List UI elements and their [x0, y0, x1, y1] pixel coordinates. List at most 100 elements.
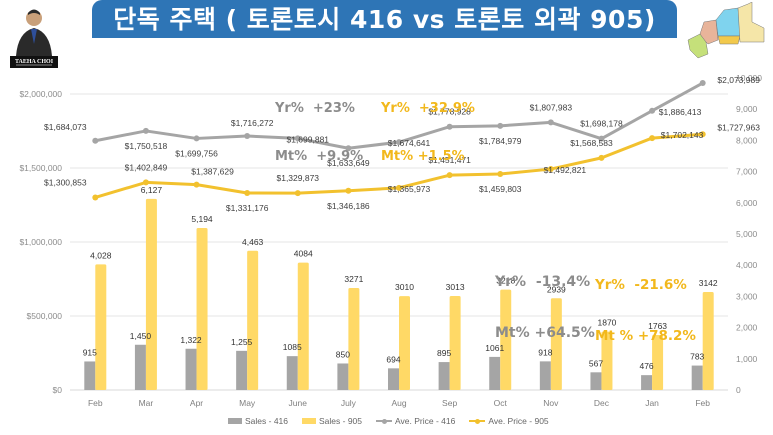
data-label-price-905: $1,451,471 [428, 155, 471, 165]
logo-text: TAEHA CHOI [15, 59, 54, 65]
annotation-416-price: Yr% +23% Mt% +9.9% [275, 69, 363, 181]
data-label-sales-905: 4,463 [242, 237, 264, 247]
bar-sales-905 [297, 262, 309, 390]
marker-price-416 [497, 122, 504, 129]
data-label-sales-905: 2939 [547, 284, 566, 294]
data-label-price-416: $1,698,178 [580, 119, 623, 129]
bar-sales-416 [641, 375, 653, 390]
bar-sales-905 [449, 295, 461, 390]
marker-price-416 [446, 123, 453, 130]
data-label-price-905: $1,459,803 [479, 184, 522, 194]
legend-label: Sales - 905 [319, 416, 362, 426]
bar-sales-416 [388, 368, 399, 390]
right-axis-tick-label: 0 [736, 385, 741, 395]
legend-item-sales-416: Sales - 416 [228, 416, 288, 426]
data-label-sales-905: 4,028 [90, 250, 112, 260]
data-label-sales-905: 3218 [496, 276, 515, 286]
bar-sales-905 [601, 331, 613, 390]
left-axis-tick-label: $1,000,000 [19, 237, 62, 247]
data-label-sales-416: 1,255 [231, 337, 253, 347]
left-axis-tick-label: $500,000 [27, 311, 63, 321]
data-label-sales-416: 567 [589, 358, 603, 368]
data-label-sales-416: 1,322 [180, 335, 202, 345]
bar-sales-905 [145, 198, 157, 390]
x-axis-category-label: Oct [494, 398, 508, 408]
bar-sales-905 [247, 250, 259, 390]
bar-sales-416 [691, 365, 703, 390]
bar-sales-905 [95, 264, 107, 390]
data-label-price-905: $1,702,143 [661, 130, 704, 140]
right-axis-tick-label: 10,000 [736, 73, 762, 83]
data-label-sales-905: 6,127 [141, 185, 163, 195]
marker-price-416 [294, 135, 301, 142]
marker-price-905 [294, 190, 301, 197]
data-label-price-416: $1,674,641 [388, 138, 431, 148]
x-axis-category-label: June [289, 398, 308, 408]
data-label-price-416: $1,633,649 [327, 158, 370, 168]
annotation-416-yr: Yr% +23% [275, 101, 355, 116]
marker-price-416 [547, 119, 554, 126]
x-axis-category-label: Dec [594, 398, 610, 408]
legend-item-sales-905: Sales - 905 [302, 416, 362, 426]
data-label-price-416: $1,784,979 [479, 136, 522, 146]
data-label-price-905: $1,365,973 [388, 184, 431, 194]
bar-sales-416 [590, 372, 602, 390]
data-label-sales-416: 1061 [485, 343, 504, 353]
page-title: 단독 주택 ( 토론토시 416 vs 토론토 외곽 905) [113, 5, 656, 34]
data-label-sales-905: 1763 [648, 321, 667, 331]
x-axis-category-label: Nov [543, 398, 559, 408]
data-label-sales-905: 3271 [344, 274, 363, 284]
data-label-price-905: $1,346,186 [327, 201, 370, 211]
marker-price-905 [699, 131, 706, 138]
annotation-905-sales: Yr% -21.6% Mt % +78.2% [595, 243, 696, 362]
bar-sales-905 [500, 289, 512, 390]
right-axis-tick-label: 2,000 [736, 323, 758, 333]
legend-swatch-line [376, 417, 392, 425]
marker-price-416 [699, 80, 706, 87]
data-label-price-905: $1,727,963 [717, 122, 760, 132]
legend-swatch-bar [228, 418, 242, 424]
data-label-price-416: $1,886,413 [659, 107, 702, 117]
bar-sales-416 [185, 348, 197, 390]
region-map-icon [687, 2, 765, 59]
data-label-price-905: $1,331,176 [226, 203, 269, 213]
data-label-price-905: $1,387,629 [191, 167, 234, 177]
x-axis-category-label: Apr [190, 398, 203, 408]
legend-swatch-line [469, 417, 486, 425]
data-label-price-905: $1,402,849 [125, 162, 168, 172]
x-axis-category-label: Sep [442, 398, 457, 408]
data-label-sales-416: 694 [386, 354, 400, 364]
bar-sales-905 [399, 296, 410, 390]
data-label-sales-905: 4084 [294, 249, 313, 259]
x-axis-category-label: Aug [391, 398, 406, 408]
data-label-price-905: $1,300,853 [44, 177, 87, 187]
left-axis-tick-label: $1,500,000 [19, 163, 62, 173]
chart-legend: Sales - 416 Sales - 905 Ave. Price - 416… [228, 416, 549, 426]
legend-item-price-905: Ave. Price - 905 [469, 416, 549, 426]
x-axis-category-label: May [239, 398, 256, 408]
marker-price-905 [244, 189, 251, 196]
right-axis-tick-label: 7,000 [736, 167, 758, 177]
marker-price-416 [396, 139, 402, 146]
marker-price-416 [598, 135, 605, 142]
data-label-sales-905: 3013 [446, 282, 465, 292]
annotation-905-sales-mt: Mt % +78.2% [595, 328, 696, 344]
data-label-price-416: $1,699,881 [286, 134, 329, 144]
x-axis-category-label: Feb [695, 398, 710, 408]
data-label-sales-905: 3142 [699, 278, 718, 288]
data-label-price-905: $1,329,873 [276, 173, 319, 183]
bar-sales-416 [286, 356, 298, 390]
right-axis-tick-label: 6,000 [736, 198, 758, 208]
data-label-sales-416: 783 [690, 352, 704, 362]
legend-label: Ave. Price - 416 [395, 416, 456, 426]
right-axis-tick-label: 9,000 [736, 104, 758, 114]
marker-price-416 [92, 137, 99, 144]
data-label-sales-905: 3010 [395, 282, 414, 292]
marker-price-905 [345, 187, 352, 194]
title-banner: 단독 주택 ( 토론토시 416 vs 토론토 외곽 905) [92, 0, 677, 38]
annotation-905-mt: Mt% +1.5% [381, 149, 465, 164]
bar-sales-416 [489, 356, 501, 390]
right-axis-tick-label: 5,000 [736, 229, 758, 239]
data-label-sales-416: 895 [437, 348, 451, 358]
